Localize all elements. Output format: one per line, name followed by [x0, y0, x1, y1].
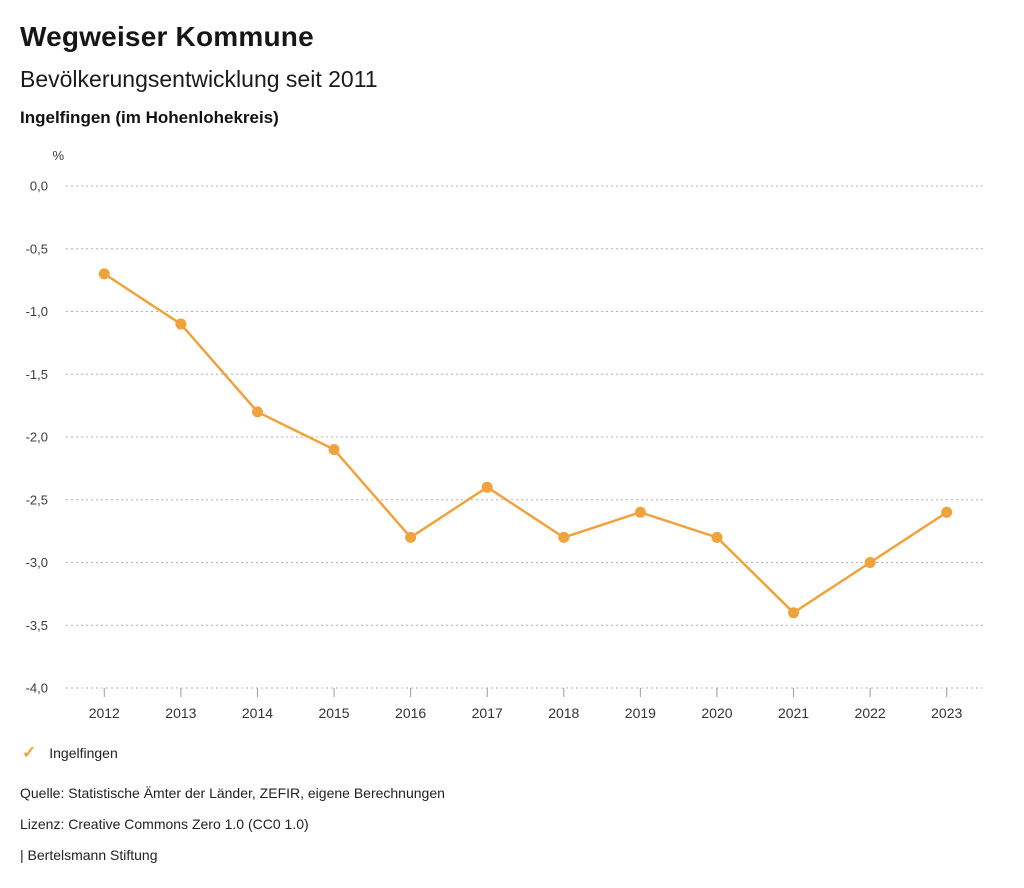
data-point[interactable] [711, 531, 723, 543]
x-axis-tick-label: 2023 [931, 705, 962, 721]
y-axis-tick-label: -0,5 [26, 241, 48, 256]
y-axis-tick-label: -2,5 [26, 492, 48, 507]
data-point[interactable] [175, 318, 187, 330]
x-axis-tick-label: 2019 [625, 705, 656, 721]
x-axis-tick-label: 2015 [318, 705, 349, 721]
x-axis-tick-label: 2022 [855, 705, 886, 721]
data-point[interactable] [788, 607, 800, 619]
data-point[interactable] [864, 557, 876, 568]
series-line [103, 272, 948, 614]
x-axis-tick-label: 2013 [165, 705, 196, 721]
y-axis-tick-label: -1,0 [26, 304, 48, 319]
x-axis-tick-label: 2021 [778, 705, 809, 721]
attribution-text: | Bertelsmann Stiftung [20, 847, 158, 863]
x-axis-tick-label: 2012 [89, 705, 120, 721]
y-axis-tick-label: -3,5 [26, 618, 48, 633]
legend-check-icon: ✓ [22, 743, 37, 762]
x-axis-tick-label: 2018 [548, 705, 579, 721]
legend-item-ingelfingen[interactable]: Ingelfingen [49, 744, 118, 761]
source-text: Quelle: Statistische Ämter der Länder, Z… [20, 785, 445, 801]
x-axis-tick-label: 2016 [395, 705, 426, 721]
y-axis-tick-label: 0,0 [30, 179, 48, 194]
x-axis-tick-label: 2014 [242, 705, 273, 721]
data-point[interactable] [328, 444, 340, 456]
data-point[interactable] [941, 506, 953, 518]
chart-title: Bevölkerungsentwicklung seit 2011 [20, 66, 378, 92]
x-axis-tick-label: 2020 [701, 705, 732, 721]
y-axis-tick-label: -1,5 [26, 367, 48, 382]
license-text: Lizenz: Creative Commons Zero 1.0 (CC0 1… [20, 816, 309, 832]
data-point[interactable] [251, 406, 263, 418]
population-line-chart: % 0,0 -0,5 -1,0 -1,5 -2,0 -2,5 -3,0 -3,5 -4,0 2012… [26, 148, 985, 721]
y-axis-tick-label: -2,0 [26, 430, 48, 445]
data-point[interactable] [98, 268, 110, 280]
x-axis-tick-label: 2017 [472, 705, 503, 721]
legend: ✓ Ingelfingen [22, 744, 118, 761]
y-axis-tick-label: -4,0 [26, 681, 48, 696]
data-point[interactable] [558, 531, 570, 543]
data-point[interactable] [481, 481, 493, 493]
region-title: Ingelfingen (im Hohenlohekreis) [20, 108, 279, 127]
data-point[interactable] [634, 506, 646, 518]
page-title: Wegweiser Kommune [20, 21, 314, 52]
y-axis-unit: % [52, 148, 64, 163]
data-point[interactable] [405, 531, 417, 543]
y-axis-tick-label: -3,0 [26, 555, 48, 570]
